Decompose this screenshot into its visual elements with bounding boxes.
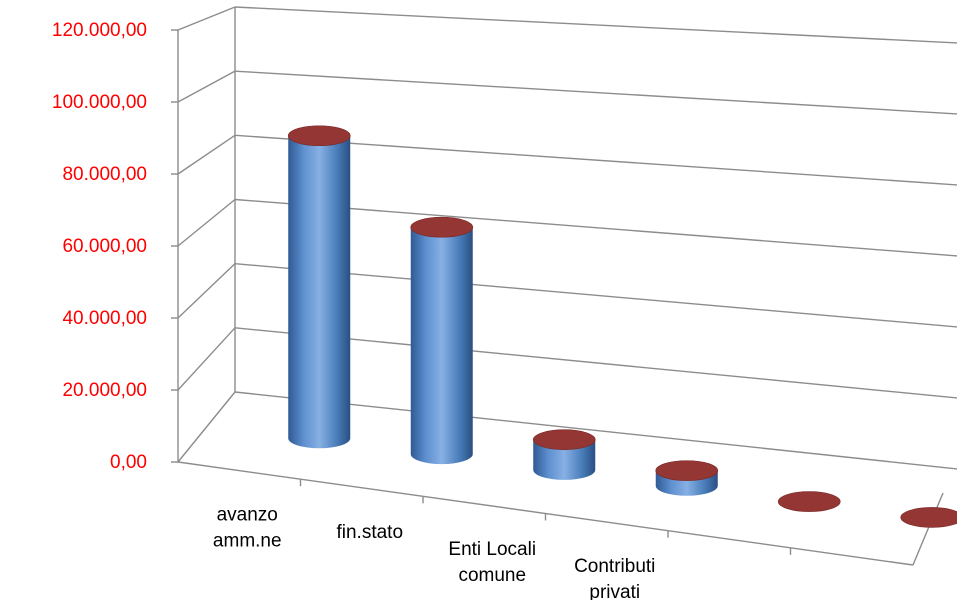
bar [900,507,957,528]
y-tick-label: 40.000,00 [62,308,147,329]
y-tick-label: 0,00 [110,452,147,473]
x-tick-label: Enti Locali [448,539,536,560]
gridline [234,391,957,470]
bar [532,429,596,480]
y-tick-label: 20.000,00 [62,380,147,401]
y-tick-label: 60.000,00 [62,236,147,257]
gridlines [171,6,957,566]
x-tick-label: comune [458,565,526,586]
side-wall-gridline [177,6,236,31]
side-wall-gridline [177,263,236,319]
bar-top [287,125,351,147]
y-tick-label: 120.000,00 [52,20,147,41]
gridline [234,262,957,328]
bar-body [410,227,473,465]
x-axis-ticks: avanzo amm.ne fin.stato Enti Locali comune Co… [213,505,655,600]
bar-top [900,507,957,528]
bar-body [533,439,596,480]
y-tick-label: 80.000,00 [62,164,147,185]
x-tick-label: amm.ne [213,531,282,552]
x-tick-label: privati [589,582,640,600]
floor-right-edge [912,492,944,566]
gridline [234,134,957,186]
x-tick-label: Contributi [574,556,655,577]
side-wall-gridline [177,391,236,463]
bar [410,216,474,465]
bar [777,491,841,512]
bar-top [410,216,474,238]
y-tick-label: 100.000,00 [52,92,147,113]
bar [287,125,351,449]
side-wall-gridline [177,327,236,391]
side-wall-gridline [177,134,236,175]
side-wall-gridline [177,198,236,247]
bar-body [288,135,351,449]
bar-top [777,491,841,512]
bar-top [655,460,719,481]
bar [655,460,719,496]
gridline [234,327,957,399]
bar-top [532,429,596,450]
gridline [234,6,957,44]
gridline [234,70,957,115]
x-tick-label: fin.stato [336,522,403,543]
side-wall-gridline [177,70,236,103]
x-tick-label: avanzo [217,505,278,526]
y-axis-ticks: 0,00 20.000,00 40.000,00 60.000,00 80.000,00… [52,20,147,473]
bars [287,125,957,528]
gridline [234,198,957,257]
